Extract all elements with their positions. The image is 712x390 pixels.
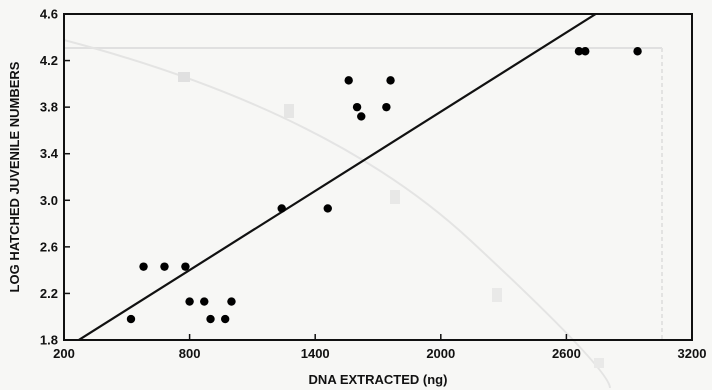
- data-point: [357, 112, 366, 121]
- x-tick-label: 2600: [552, 346, 581, 361]
- regression-line: [76, 14, 597, 340]
- data-point: [574, 47, 584, 56]
- axis-layer: 200 800 1400 2000 2600 3200 1.8 2.2 2.6 3.0 3.4 3.8…: [7, 7, 706, 388]
- y-tick-label: 4.6: [40, 7, 58, 22]
- x-tick-label: 1400: [301, 346, 330, 361]
- data-point: [344, 76, 353, 85]
- y-tick-label: 2.6: [40, 239, 58, 254]
- data-point: [220, 314, 230, 324]
- data-point: [200, 297, 209, 306]
- data-point: [386, 76, 395, 85]
- x-tick-label: 200: [53, 346, 75, 361]
- ghost-marker: [178, 72, 190, 82]
- y-axis-title: LOG HATCHED JUVENILE NUMBERS: [7, 61, 22, 292]
- data-point: [227, 297, 236, 306]
- x-axis-title: DNA EXTRACTED (ng): [309, 372, 448, 387]
- data-point: [206, 314, 215, 324]
- data-point: [139, 262, 148, 271]
- data-point: [160, 262, 169, 271]
- ghost-marker: [594, 358, 604, 368]
- ghost-marker: [284, 104, 294, 118]
- plot-layer: [76, 14, 642, 340]
- ghost-curve: [63, 39, 611, 389]
- data-point: [181, 262, 190, 271]
- data-point: [185, 297, 194, 306]
- data-point: [277, 204, 286, 213]
- plot-frame: [63, 13, 693, 341]
- y-tick-label: 3.4: [40, 146, 59, 161]
- data-point: [382, 102, 391, 112]
- y-tick-label: 3.8: [40, 100, 58, 115]
- y-tick-label: 3.0: [40, 193, 58, 208]
- y-tick-label: 4.2: [40, 53, 58, 68]
- data-point: [352, 102, 362, 112]
- ghost-marker: [390, 190, 400, 204]
- data-point: [581, 47, 590, 56]
- ghost-marker: [492, 288, 502, 302]
- data-point: [633, 47, 642, 56]
- x-tick-label: 2000: [426, 346, 455, 361]
- data-point: [323, 204, 332, 213]
- data-point: [126, 314, 136, 324]
- x-tick-label: 3200: [678, 346, 707, 361]
- x-tick-label: 800: [179, 346, 201, 361]
- y-tick-label: 1.8: [40, 333, 58, 348]
- background-artifacts: [63, 39, 663, 389]
- y-tick-label: 2.2: [40, 286, 58, 301]
